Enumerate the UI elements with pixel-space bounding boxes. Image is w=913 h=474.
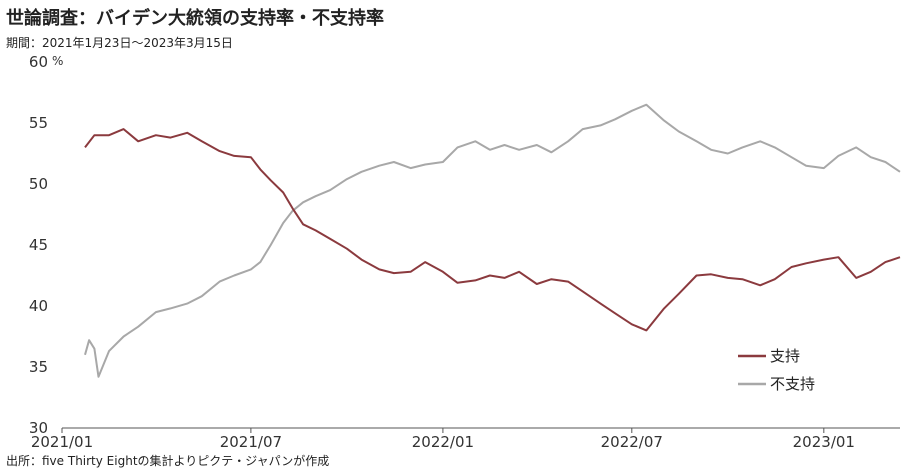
chart-title: 世論調査：バイデン大統領の支持率・不支持率 <box>6 8 384 29</box>
y-unit-label: % <box>52 54 63 68</box>
y-tick-label: 50 <box>29 175 48 193</box>
chart-source: 出所：five Thirty Eightの集計よりピクテ・ジャパンが作成 <box>6 454 330 468</box>
legend-label-disapprove: 不支持 <box>770 375 815 393</box>
y-tick-label: 40 <box>29 297 48 315</box>
y-tick-label: 35 <box>29 358 48 376</box>
approve-series-line <box>84 128 901 332</box>
y-tick-label: 45 <box>29 236 48 254</box>
y-tick-label: 60 <box>29 53 48 71</box>
y-tick-label: 30 <box>29 419 48 437</box>
series-lines <box>84 103 901 378</box>
y-tick-label: 55 <box>29 114 48 132</box>
x-tick-label: 2021/01 <box>31 433 93 451</box>
x-tick-label: 2023/01 <box>793 433 855 451</box>
axes: 30 35 40 45 50 55 60 % 2021/01 2021/07 2022/01 2022… <box>29 53 900 451</box>
x-tick-label: 2022/07 <box>601 433 663 451</box>
legend-label-approve: 支持 <box>770 347 800 365</box>
disapprove-series-line <box>84 103 901 378</box>
x-tick-label: 2022/01 <box>412 433 474 451</box>
x-tick-label: 2021/07 <box>220 433 282 451</box>
chart-subtitle: 期間：2021年1月23日～2023年3月15日 <box>6 36 233 50</box>
